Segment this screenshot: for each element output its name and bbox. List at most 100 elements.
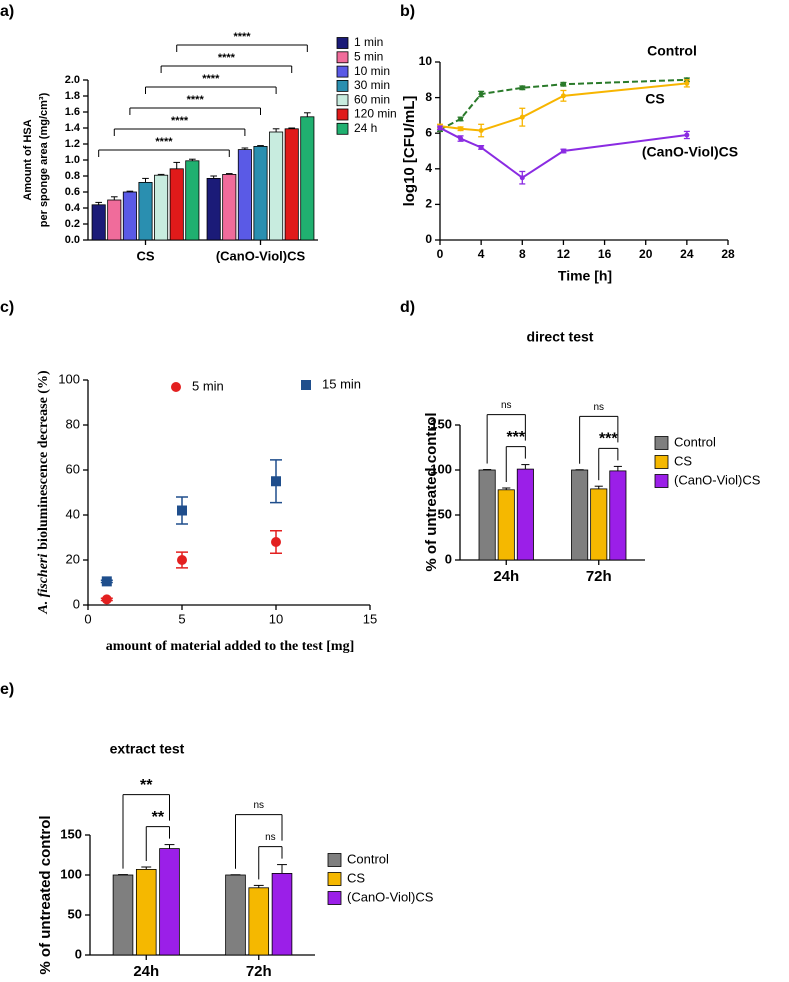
x-tick-label: 0 <box>84 611 91 626</box>
y-tick-label: 0 <box>75 946 82 961</box>
chart-title: extract test <box>110 741 185 757</box>
data-point <box>684 132 690 138</box>
y-tick-label: 2 <box>425 197 432 211</box>
bar <box>225 874 246 956</box>
bar <box>206 177 221 241</box>
bar <box>112 874 134 956</box>
data-point <box>101 576 112 587</box>
significance-label: **** <box>187 94 205 106</box>
y-tick-label: 0.6 <box>65 186 80 198</box>
bar <box>571 469 589 561</box>
y-tick-label: 20 <box>66 551 80 566</box>
legend-swatch <box>336 108 349 121</box>
x-tick-label: 8 <box>519 247 526 261</box>
y-axis-label: % of untreated control <box>37 815 54 974</box>
x-tick-label: 20 <box>639 247 653 261</box>
legend-label: 1 min <box>354 35 383 49</box>
legend-marker <box>301 380 311 390</box>
x-tick-label: 10 <box>269 611 283 626</box>
data-point <box>560 93 566 99</box>
y-tick-label: 60 <box>66 461 80 476</box>
x-tick-label: 72h <box>246 963 272 980</box>
data-point <box>478 144 484 150</box>
bar <box>135 869 157 956</box>
legend-label: (CanO-Viol)CS <box>674 472 761 487</box>
legend-label: (CanO-Viol)CS <box>347 889 434 904</box>
data-point <box>519 85 525 91</box>
y-tick-label: 150 <box>430 416 452 431</box>
legend-label: 24 h <box>354 121 377 135</box>
bar <box>248 887 270 956</box>
y-tick-label: 1.6 <box>65 106 80 118</box>
series-line <box>439 126 687 179</box>
y-axis-label: A. fischeri bioluminescence decrease (%) <box>36 370 51 615</box>
data-point <box>177 505 187 516</box>
panel-label: b) <box>400 3 415 20</box>
data-point <box>271 537 281 547</box>
data-point <box>458 116 464 122</box>
legend-swatch <box>336 94 349 107</box>
x-tick-label: CS <box>136 248 154 263</box>
legend-swatch <box>336 51 349 64</box>
bar <box>169 168 184 241</box>
legend-label: 5 min <box>354 49 383 63</box>
panel-label: e) <box>0 681 14 698</box>
y-tick-label: 0 <box>425 232 432 246</box>
significance-label: **** <box>233 31 251 43</box>
data-point <box>101 594 112 605</box>
data-point <box>684 80 690 86</box>
series-label: CS <box>645 91 664 107</box>
series-line <box>439 82 687 132</box>
data-point <box>271 476 281 487</box>
significance-label: **** <box>171 115 189 127</box>
data-point <box>458 126 464 132</box>
legend-swatch <box>654 455 669 469</box>
y-tick-label: 8 <box>425 90 432 104</box>
y-tick-label: 0.2 <box>65 218 80 230</box>
y-tick-label: 0.8 <box>65 170 80 182</box>
x-tick-label: 5 <box>178 611 185 626</box>
x-tick-label: 16 <box>598 247 612 261</box>
y-axis-label: per sponge area (mg/cm³) <box>38 92 50 227</box>
data-point <box>177 555 187 565</box>
legend-label: CS <box>674 453 692 468</box>
bar <box>237 149 252 241</box>
data-point <box>478 128 484 134</box>
y-axis-label-rest: bioluminescence decrease (%) <box>36 370 51 550</box>
legend-swatch <box>336 65 349 78</box>
significance-label: ** <box>152 809 165 826</box>
y-tick-label: 150 <box>60 826 82 841</box>
legend-swatch <box>336 122 349 135</box>
bar <box>300 116 315 241</box>
panel-label: d) <box>400 299 415 316</box>
series-label: Control <box>647 43 697 59</box>
legend-swatch <box>327 891 342 905</box>
bar <box>159 848 180 956</box>
y-tick-label: 80 <box>66 416 80 431</box>
bar <box>222 173 237 241</box>
y-tick-label: 100 <box>430 461 452 476</box>
x-tick-label: 15 <box>363 611 377 626</box>
y-tick-label: 100 <box>58 371 80 386</box>
bar <box>253 145 268 241</box>
data-point <box>560 81 566 87</box>
legend-label: 30 min <box>354 78 390 92</box>
y-tick-label: 0 <box>73 596 80 611</box>
y-tick-label: 40 <box>66 506 80 521</box>
legend-label: Control <box>347 851 389 866</box>
bar <box>609 470 627 561</box>
y-tick-label: 50 <box>68 906 82 921</box>
bar <box>154 174 169 241</box>
legend-label: 5 min <box>192 378 224 393</box>
x-tick-label: 12 <box>557 247 571 261</box>
data-point <box>458 136 464 142</box>
bar <box>271 873 293 956</box>
x-tick-label: 72h <box>586 568 612 585</box>
y-tick-label: 1.8 <box>65 90 80 102</box>
legend-marker <box>171 382 181 392</box>
bar <box>516 468 534 561</box>
x-tick-label: 24 <box>680 247 694 261</box>
bar <box>185 160 200 241</box>
significance-label: **** <box>218 52 236 64</box>
